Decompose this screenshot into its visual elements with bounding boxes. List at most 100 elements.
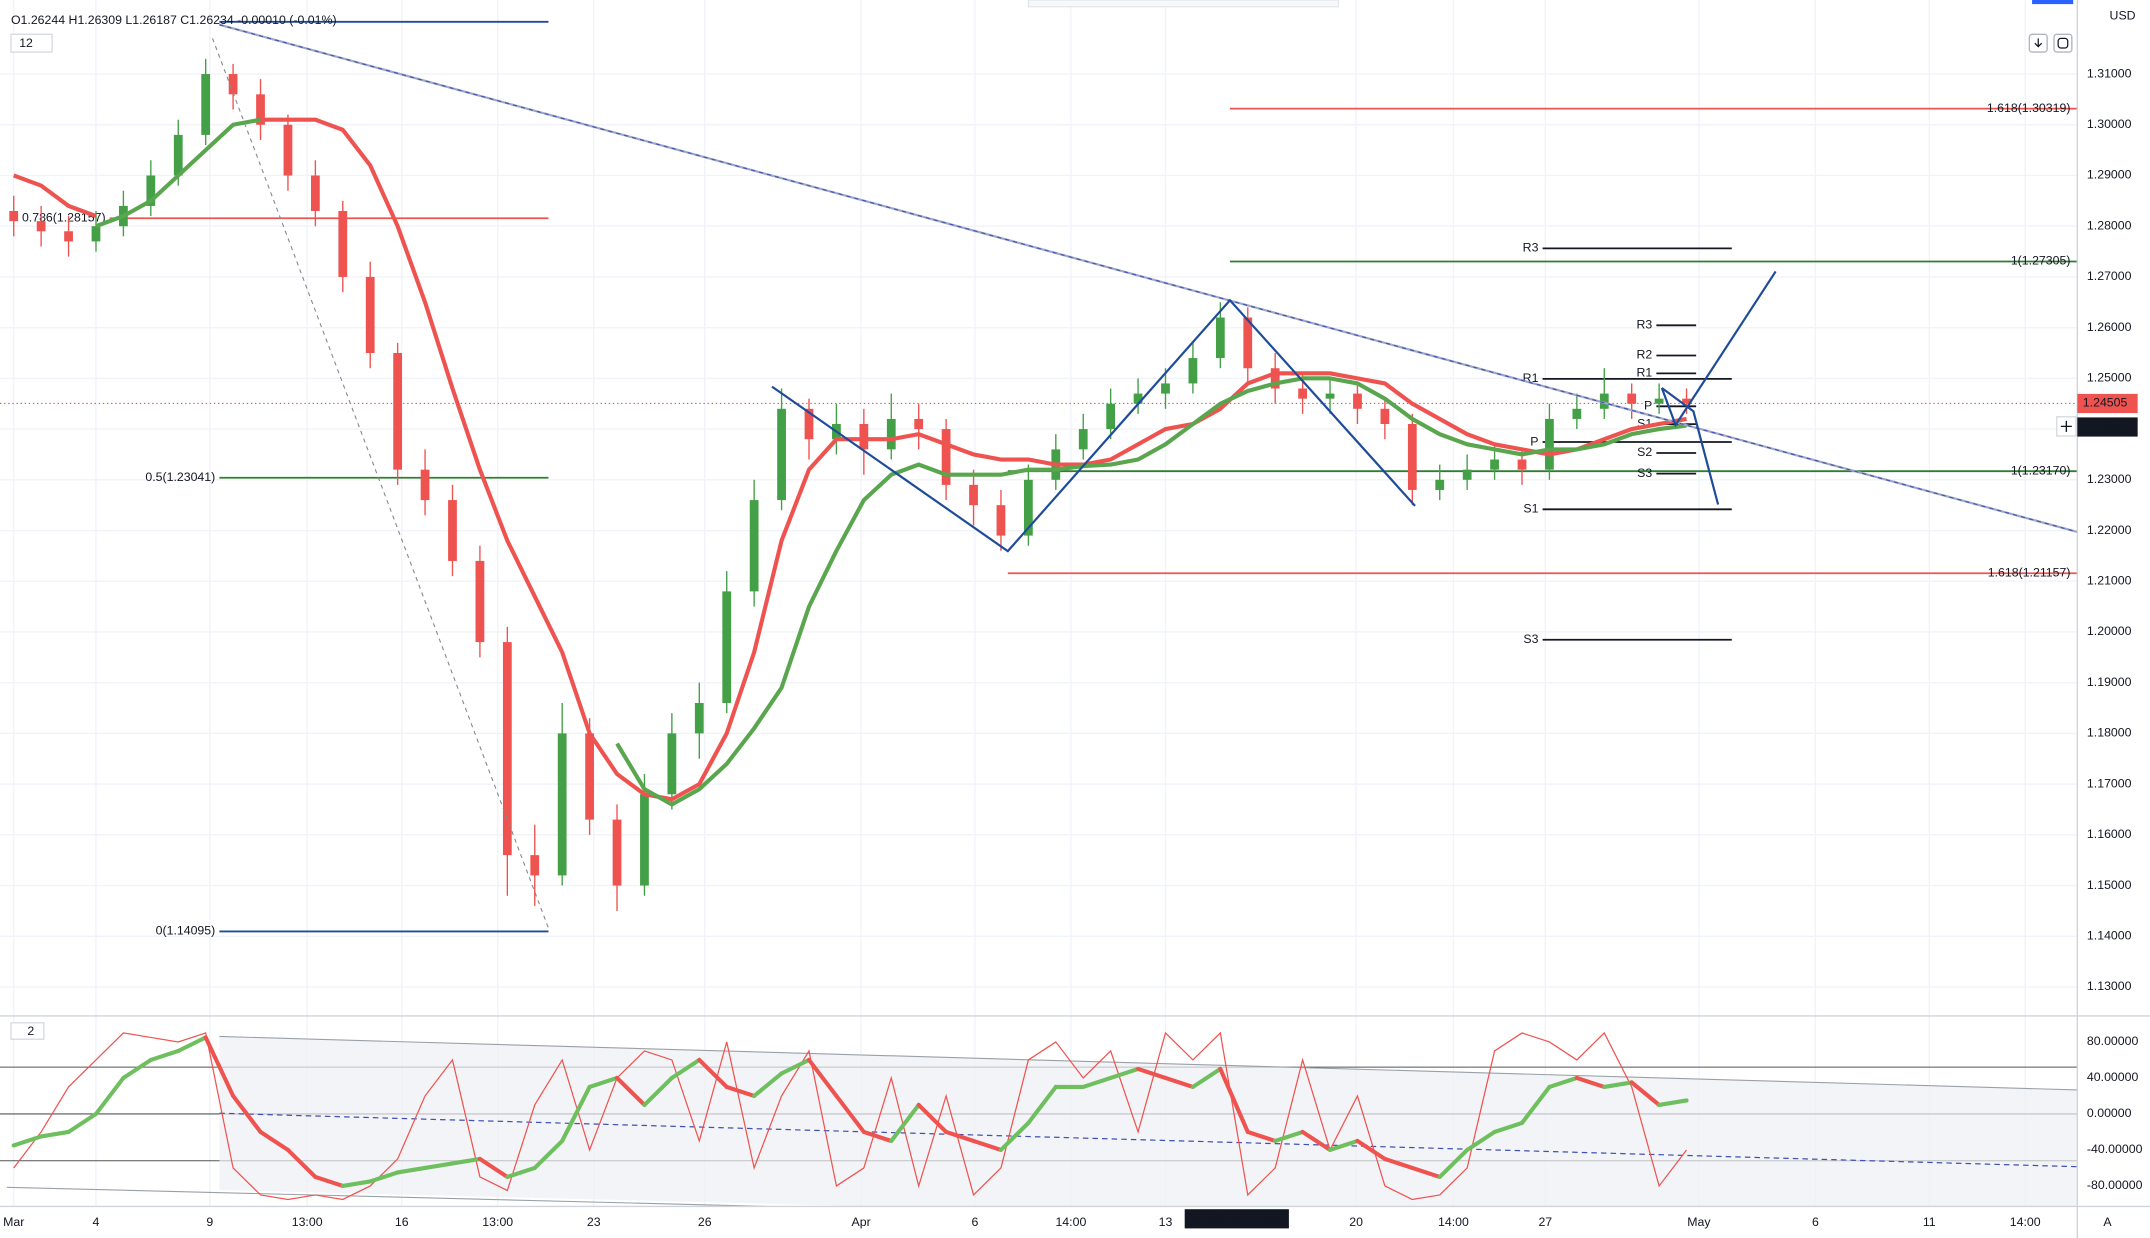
level-label: R3 (1523, 241, 1539, 255)
top-accent (2032, 0, 2074, 5)
candle-body (1298, 388, 1308, 399)
oscillator-segment (477, 1156, 510, 1180)
last-price-box (2077, 393, 2138, 414)
candle-body (1380, 408, 1390, 425)
x-tick-label: 13:00 (482, 1215, 513, 1229)
x-tick-label: 16 (395, 1215, 409, 1229)
oscillator-fast (13, 1031, 1688, 1201)
candle-body (749, 500, 759, 592)
candle-body (502, 642, 512, 856)
level-label: 1.618(1.21157) (1988, 566, 2071, 580)
oscillator-segment (944, 1129, 976, 1143)
y-tick-label: 0.00000 (2087, 1106, 2132, 1120)
x-tick-label: 6 (1812, 1215, 1819, 1229)
y-tick-label: 1.31000 (2087, 66, 2132, 80)
grid (0, 0, 2078, 1207)
reset-icon (2057, 37, 2069, 49)
candle-body (1599, 393, 1609, 409)
add-icon (2060, 420, 2072, 432)
candle-body (64, 231, 73, 242)
candle-body (1215, 317, 1225, 359)
y-tick-label: 1.17000 (2087, 776, 2132, 790)
oscillator-segment (340, 1179, 373, 1189)
oscillator-segment (1300, 1129, 1333, 1152)
candle-body (1435, 479, 1445, 490)
projection-down (1661, 387, 1720, 505)
level-label: P (1530, 434, 1538, 448)
oscillator-segment (148, 1048, 181, 1062)
candle-body (941, 429, 951, 485)
candle-body (1572, 408, 1582, 419)
price-axis (2077, 0, 2150, 1238)
oscillator-segment (1136, 1066, 1168, 1080)
candle-body (475, 560, 485, 643)
y-tick-label: 40.00000 (2087, 1070, 2139, 1084)
level-label: 0(1.14095) (156, 924, 216, 938)
pane-toggle[interactable] (10, 33, 53, 53)
oscillator-segment (423, 1161, 455, 1171)
x-tick-label: 14:00 (1438, 1215, 1469, 1229)
axes: 1.13000 1.14000 1.15000 1.16000 1.17000 1.180… (3, 66, 2143, 1229)
level-label: 1(1.27305) (2011, 254, 2071, 268)
y-tick-label: 1.21000 (2087, 573, 2132, 587)
channel-fill (219, 1036, 2078, 1207)
pane-label: 2 (27, 1024, 34, 1038)
level-label: P (1644, 399, 1652, 413)
oscillator-segment (806, 1057, 839, 1098)
y-tick-label: 1.23000 (2087, 472, 2132, 486)
candle-body (1243, 317, 1253, 369)
level-label: 1(1.23170) (2011, 463, 2071, 477)
oscillator-segment (834, 1093, 866, 1134)
candle-body (914, 418, 924, 430)
candle-body (9, 210, 19, 222)
candle-body (859, 424, 869, 450)
y-tick-label: -40.00000 (2087, 1142, 2143, 1156)
candle-body (1106, 403, 1116, 430)
trendline-dash (219, 24, 2078, 533)
y-tick-label: 1.25000 (2087, 371, 2132, 385)
oscillator-segment (1163, 1075, 1195, 1089)
scroll-icon (2034, 38, 2043, 48)
toolbar-stub[interactable] (1027, 0, 1339, 8)
oscillator-segment (1410, 1165, 1442, 1180)
drawings (212, 23, 2078, 929)
plot-area: 0.786(1.28157) 0.5(1.23041) 0(1.14095) 1.61… (0, 20, 2078, 1201)
candle-body (1517, 459, 1527, 470)
y-tick-label: 1.18000 (2087, 726, 2132, 740)
y-tick-label: 1.20000 (2087, 624, 2132, 638)
y-tick-label: 1.13000 (2087, 979, 2132, 993)
reset-button[interactable] (2053, 33, 2073, 53)
candle-body (557, 733, 567, 876)
x-tick-label: 11 (1923, 1215, 1936, 1229)
level-label: S1 (1523, 502, 1538, 516)
x-tick-label: 13:00 (292, 1215, 323, 1229)
level-label: R3 (1636, 318, 1652, 332)
oscillator-segment (39, 1129, 71, 1139)
oscillator-segment (231, 1093, 263, 1134)
y-tick-label: 1.27000 (2087, 269, 2132, 283)
settings-icon[interactable]: A (2103, 1215, 2112, 1229)
oscillator-segment (724, 1084, 757, 1098)
oscillator-segment (450, 1156, 482, 1166)
moving-average (95, 117, 1687, 807)
x-tick-label: 6 (971, 1215, 978, 1229)
oscillator-segment (779, 1057, 812, 1076)
oscillator-segment (93, 1075, 126, 1116)
candle-body (1490, 459, 1499, 470)
candle-body (1078, 429, 1088, 450)
oscillator-segment (971, 1138, 1004, 1152)
x-tick-label: 26 (698, 1215, 712, 1229)
y-tick-label: 1.15000 (2087, 878, 2132, 892)
candle-body (530, 855, 540, 876)
x-tick-label: 4 (93, 1215, 100, 1229)
y-tick-label: -80.00000 (2087, 1178, 2143, 1192)
oscillator-segment (614, 1075, 647, 1107)
projection-up (1660, 270, 1777, 428)
oscillator-segment (1026, 1084, 1058, 1125)
oscillator-segment (176, 1035, 208, 1053)
pane-toggle[interactable] (10, 1022, 45, 1040)
oscillator-segment (532, 1138, 565, 1171)
oscillator-segment (889, 1102, 921, 1143)
candle-body (804, 408, 814, 440)
candle-body (420, 469, 430, 501)
